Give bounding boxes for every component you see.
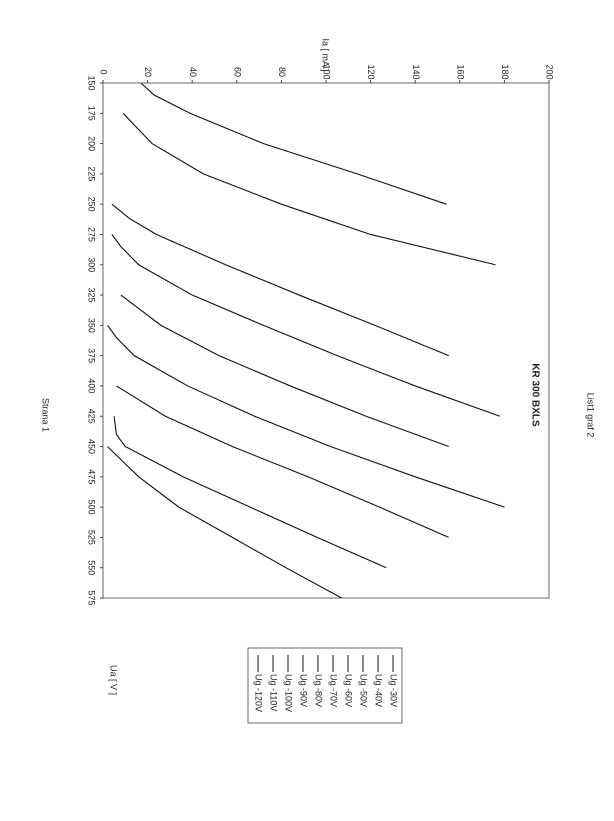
page-header: List1 graf 2 bbox=[586, 393, 596, 438]
y-tick-label: 60 bbox=[232, 67, 242, 77]
legend-label: Ug -60V bbox=[344, 674, 354, 707]
x-tick-label: 325 bbox=[87, 288, 97, 303]
x-tick-label: 400 bbox=[87, 378, 97, 393]
curve bbox=[111, 203, 449, 357]
curve bbox=[107, 325, 505, 508]
curve bbox=[140, 82, 447, 205]
chart-title: KR 300 BXLS bbox=[529, 363, 540, 427]
x-tick-label: 175 bbox=[87, 106, 97, 121]
curve bbox=[107, 446, 342, 599]
curve bbox=[113, 416, 387, 569]
legend-label: Ug -90V bbox=[299, 674, 309, 707]
x-tick-label: 475 bbox=[87, 469, 97, 484]
y-tick-label: 20 bbox=[143, 67, 153, 77]
y-tick-label: 120 bbox=[366, 64, 376, 79]
y-tick-label: 80 bbox=[277, 67, 287, 77]
y-tick-label: 100 bbox=[322, 64, 332, 79]
y-tick-label: 0 bbox=[99, 69, 109, 74]
x-tick-label: 250 bbox=[87, 197, 97, 212]
x-tick-label: 200 bbox=[87, 136, 97, 151]
y-tick-label: 40 bbox=[188, 67, 198, 77]
x-tick-label: 275 bbox=[87, 227, 97, 242]
curve bbox=[122, 112, 496, 266]
y-tick-label: 160 bbox=[455, 64, 465, 79]
x-axis-label: Ua [ V ] bbox=[109, 665, 119, 695]
legend-box bbox=[247, 647, 403, 724]
curve bbox=[116, 385, 449, 538]
curve bbox=[111, 234, 501, 417]
x-tick-label: 575 bbox=[87, 590, 97, 605]
x-tick-label: 225 bbox=[87, 166, 97, 181]
x-tick-label: 450 bbox=[87, 439, 97, 454]
page-footer: Strana 1 bbox=[41, 398, 51, 432]
x-tick-label: 375 bbox=[87, 348, 97, 363]
x-tick-label: 300 bbox=[87, 257, 97, 272]
x-tick-label: 350 bbox=[87, 318, 97, 333]
legend-label: Ug -110V bbox=[269, 674, 279, 711]
legend-label: Ug -40V bbox=[374, 674, 384, 707]
x-tick-label: 500 bbox=[87, 500, 97, 515]
x-tick-label: 425 bbox=[87, 409, 97, 424]
x-tick-label: 525 bbox=[87, 530, 97, 545]
curve bbox=[120, 294, 449, 448]
legend-label: Ug -50V bbox=[359, 674, 369, 707]
y-tick-label: 180 bbox=[500, 64, 510, 79]
y-tick-label: 140 bbox=[411, 64, 421, 79]
legend-label: Ug -100V bbox=[284, 674, 294, 712]
legend-label: Ug -30V bbox=[389, 674, 399, 707]
y-axis-label: Ia [ mA ] bbox=[321, 38, 331, 71]
legend-label: Ug -80V bbox=[314, 674, 324, 707]
legend-label: Ug -120V bbox=[254, 674, 264, 712]
y-tick-label: 200 bbox=[545, 64, 555, 79]
x-tick-label: 550 bbox=[87, 560, 97, 575]
legend-label: Ug -70V bbox=[329, 674, 339, 707]
x-tick-label: 150 bbox=[87, 75, 97, 90]
